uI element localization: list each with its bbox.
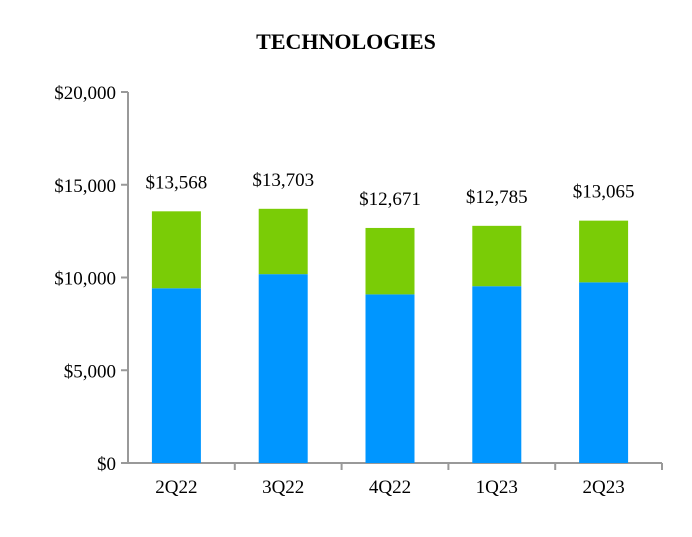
x-tick-label: 3Q22 xyxy=(262,477,304,498)
bar-segment-1Q23-series-2 xyxy=(472,225,522,287)
y-tick-label: $15,000 xyxy=(54,176,116,197)
total-data-label: $12,671 xyxy=(359,189,421,210)
bar-segment-3Q22-series-1 xyxy=(258,274,308,463)
total-data-label: $13,065 xyxy=(573,182,635,203)
bar-segment-3Q22-series-2 xyxy=(258,208,308,275)
bar-segment-2Q22-series-2 xyxy=(151,211,201,289)
bar-segment-2Q23-series-2 xyxy=(579,220,629,283)
total-data-label: $13,703 xyxy=(252,170,314,191)
total-data-label: $13,568 xyxy=(146,172,208,193)
bar-segment-4Q22-series-2 xyxy=(365,227,415,295)
bar-segment-2Q23-series-1 xyxy=(579,282,629,463)
bar-segment-4Q22-series-1 xyxy=(365,294,415,463)
x-tick-label: 2Q22 xyxy=(155,477,197,498)
y-tick-label: $20,000 xyxy=(54,83,116,104)
y-tick-label: $0 xyxy=(97,454,116,475)
chart-title: TECHNOLOGIES xyxy=(256,29,436,54)
bar-segment-1Q23-series-1 xyxy=(472,286,522,463)
x-tick-label: 2Q23 xyxy=(582,477,624,498)
y-tick-label: $10,000 xyxy=(54,269,116,290)
x-tick-label: 1Q23 xyxy=(476,477,518,498)
x-tick-label: 4Q22 xyxy=(369,477,411,498)
total-data-label: $12,785 xyxy=(466,187,528,208)
bar-segment-2Q22-series-1 xyxy=(151,288,201,463)
y-tick-label: $5,000 xyxy=(64,361,116,382)
